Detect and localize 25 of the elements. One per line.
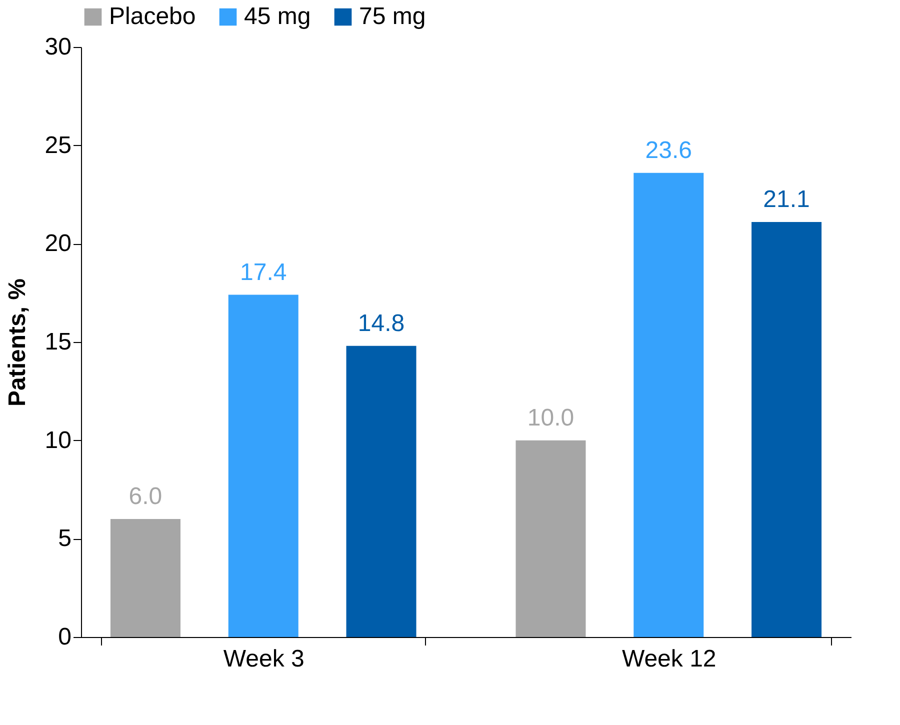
y-tick-label: 25 [44,132,72,159]
bar [634,172,704,637]
bar [516,440,586,637]
y-tick-label: 20 [44,230,72,258]
data-label: 17.4 [240,258,287,286]
y-tick-label: 5 [58,525,72,552]
data-label: 23.6 [645,136,692,164]
data-label: 21.1 [763,186,810,214]
legend-label: Placebo [109,3,196,30]
y-tick-label: 15 [44,328,72,356]
data-label: 10.0 [527,404,574,432]
x-tick-label: Week 3 [223,646,304,672]
legend-label: 45 mg [244,3,311,30]
y-tick-label: 30 [44,34,72,60]
bar [752,222,822,637]
data-label: 6.0 [128,483,162,510]
y-tick-label: 0 [58,624,72,650]
y-tick-label: 10 [44,426,72,454]
data-label: 14.8 [358,310,405,337]
y-axis-title: Patients, % [4,278,31,407]
x-tick-label: Week 12 [622,646,716,672]
bar [346,346,416,637]
bar [228,294,298,637]
bar [110,519,180,637]
legend-label: 75 mg [359,3,426,30]
